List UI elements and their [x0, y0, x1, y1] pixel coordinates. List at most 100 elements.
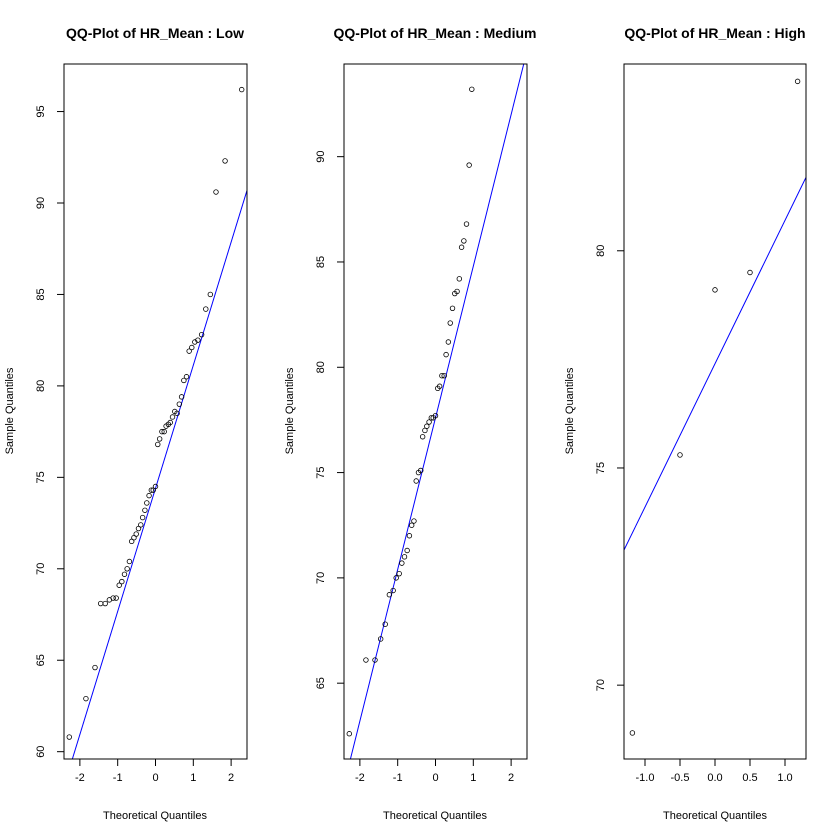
- x-tick-label-medium: 2: [508, 772, 514, 784]
- x-tick-label-low: -1: [113, 772, 123, 784]
- x-axis-label-high: Theoretical Quantiles: [663, 810, 767, 822]
- x-tick-label-medium: 0: [432, 772, 438, 784]
- data-point-low: [113, 595, 119, 601]
- data-point-low: [124, 566, 130, 572]
- data-point-medium: [419, 434, 426, 440]
- y-tick-label-low: 65: [35, 654, 47, 666]
- y-tick-label-medium: 70: [315, 572, 327, 584]
- data-point-low: [186, 348, 192, 354]
- data-point-medium: [426, 419, 432, 425]
- y-tick-label-high: 70: [595, 679, 607, 691]
- data-point-medium: [377, 636, 384, 642]
- data-point-medium: [432, 413, 439, 419]
- data-point-medium: [399, 560, 405, 566]
- y-tick-label-low: 70: [35, 563, 47, 575]
- data-point-low: [92, 664, 98, 671]
- data-point-low: [167, 419, 173, 426]
- data-point-medium: [408, 522, 415, 528]
- data-point-medium: [463, 221, 470, 227]
- data-point-medium: [428, 415, 435, 421]
- y-tick-label-low: 80: [35, 380, 47, 392]
- data-point-medium: [390, 587, 396, 594]
- x-tick-label-high: -1.0: [636, 772, 655, 784]
- panel-low: QQ-Plot of HR_Mean : Low Theoretical Qua…: [4, 25, 248, 822]
- qq-reference-line-low: [71, 190, 247, 759]
- x-axis-label-medium: Theoretical Quantiles: [383, 810, 487, 822]
- data-point-medium: [413, 478, 419, 484]
- data-point-low: [83, 695, 89, 702]
- x-tick-label-high: 1.0: [777, 772, 792, 784]
- data-point-low: [178, 394, 185, 400]
- data-point-low: [121, 571, 128, 577]
- data-point-medium: [363, 657, 369, 663]
- data-point-medium: [406, 533, 413, 539]
- data-point-medium: [372, 657, 378, 663]
- y-tick-label-low: 95: [35, 105, 47, 117]
- y-tick-label-low: 75: [35, 471, 47, 483]
- data-point-low: [222, 158, 228, 164]
- y-tick-label-low: 60: [35, 746, 47, 758]
- x-tick-label-medium: 1: [470, 772, 476, 784]
- y-tick-label-medium: 80: [315, 361, 327, 373]
- data-point-medium: [396, 570, 402, 577]
- data-point-medium: [469, 86, 475, 92]
- data-point-medium: [443, 351, 449, 358]
- data-point-high: [712, 287, 718, 293]
- data-point-low: [142, 507, 148, 513]
- y-tick-label-medium: 85: [315, 256, 327, 268]
- y-axis-label-high: Sample Quantiles: [564, 367, 576, 454]
- panel-title-low: QQ-Plot of HR_Mean : Low: [66, 25, 244, 41]
- data-point-low: [126, 558, 133, 565]
- data-point-medium: [418, 467, 424, 474]
- data-point-medium: [404, 547, 410, 554]
- data-point-medium: [436, 383, 443, 389]
- y-tick-label-medium: 65: [315, 677, 327, 689]
- data-point-high: [747, 269, 753, 276]
- data-point-low: [156, 436, 163, 442]
- x-tick-label-medium: -1: [393, 772, 403, 784]
- data-point-low: [239, 86, 245, 93]
- data-point-low: [213, 189, 219, 195]
- data-point-low: [110, 595, 116, 601]
- data-point-medium: [449, 305, 456, 312]
- y-tick-label-low: 90: [35, 197, 47, 209]
- data-point-high: [677, 452, 683, 458]
- x-tick-label-high: 0.0: [707, 772, 722, 784]
- data-point-medium: [439, 372, 445, 379]
- data-point-low: [207, 291, 214, 298]
- data-point-low: [146, 492, 152, 499]
- data-point-medium: [401, 554, 408, 560]
- data-point-low: [174, 410, 180, 417]
- data-point-low: [133, 531, 139, 537]
- y-tick-label-high: 75: [595, 462, 607, 474]
- y-axis-label-medium: Sample Quantiles: [284, 367, 296, 454]
- qq-reference-line-high: [624, 177, 806, 551]
- x-tick-label-low: -2: [75, 772, 85, 784]
- panel-high: QQ-Plot of HR_Mean : High Theoretical Qu…: [564, 25, 807, 822]
- data-point-low: [66, 734, 72, 740]
- data-point-low: [183, 374, 190, 380]
- x-tick-label-low: 2: [228, 772, 234, 784]
- data-point-low: [155, 441, 161, 448]
- data-point-low: [139, 514, 146, 521]
- x-tick-label-medium: -2: [355, 772, 365, 784]
- data-point-low: [119, 578, 125, 585]
- data-point-low: [195, 337, 201, 343]
- y-tick-label-medium: 90: [315, 151, 327, 163]
- data-point-medium: [411, 518, 417, 524]
- data-point-low: [161, 428, 167, 435]
- data-point-low: [102, 600, 108, 607]
- data-point-low: [181, 377, 187, 384]
- data-point-medium: [456, 276, 463, 282]
- data-point-medium: [346, 731, 352, 737]
- x-tick-label-low: 1: [190, 772, 196, 784]
- data-point-low: [203, 306, 209, 312]
- data-point-medium: [454, 288, 460, 295]
- data-point-low: [138, 522, 144, 528]
- panel-title-medium: QQ-Plot of HR_Mean : Medium: [334, 25, 537, 41]
- data-point-low: [189, 344, 195, 351]
- data-point-low: [148, 487, 155, 493]
- y-tick-label-medium: 75: [315, 466, 327, 478]
